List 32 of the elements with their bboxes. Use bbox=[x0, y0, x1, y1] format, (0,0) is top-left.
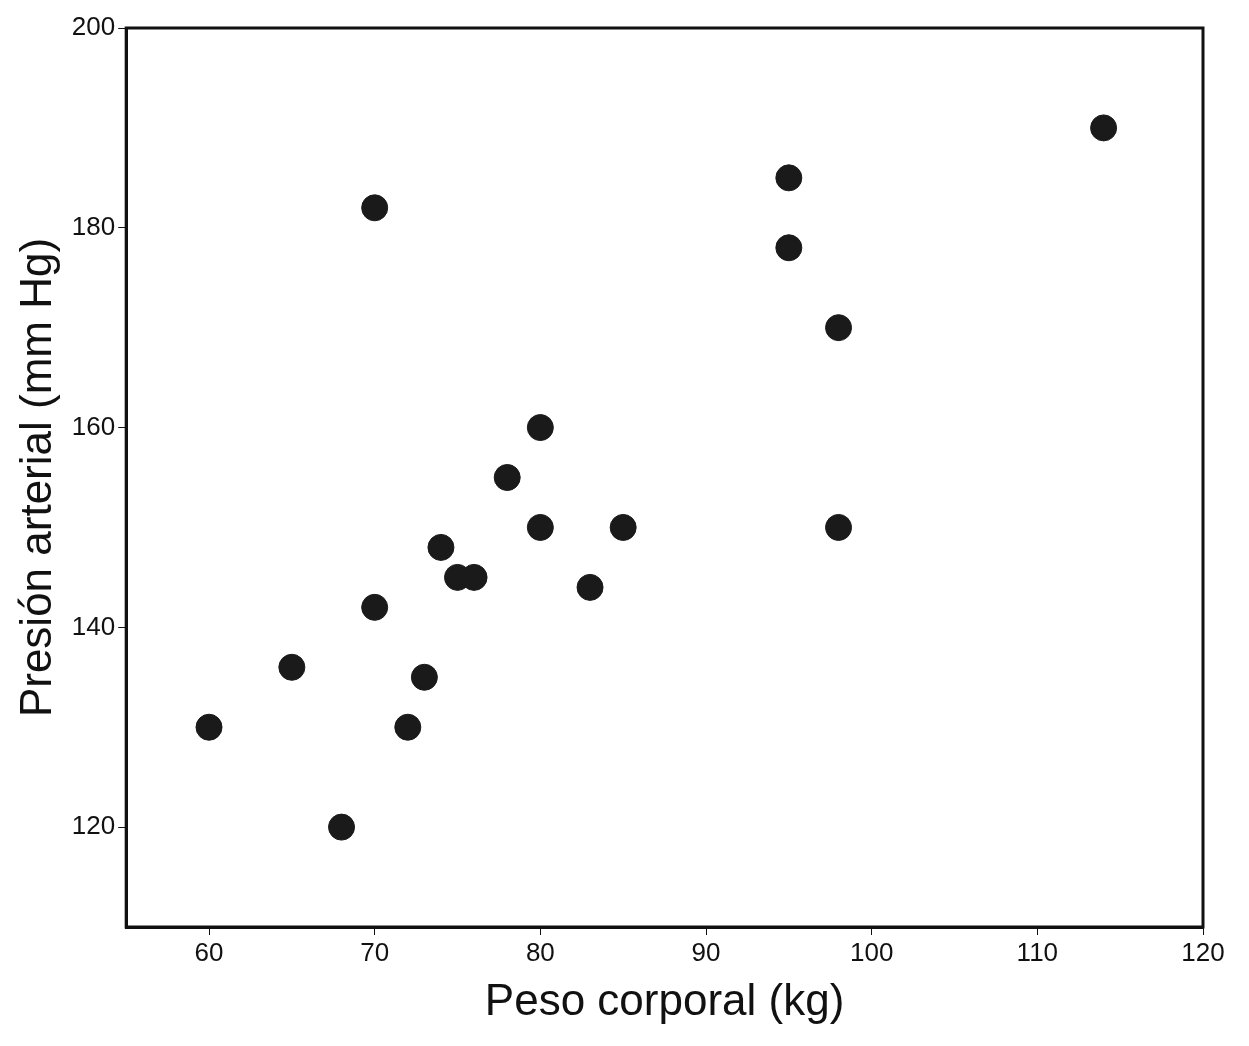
point bbox=[328, 813, 356, 841]
point bbox=[361, 593, 389, 621]
x-tick-label: 120 bbox=[1181, 936, 1225, 967]
point bbox=[493, 464, 521, 491]
point bbox=[576, 573, 604, 601]
point bbox=[609, 513, 637, 541]
x-tick-label: 100 bbox=[849, 936, 894, 967]
x-axis-title: Peso corporal (kg) bbox=[484, 974, 845, 1024]
y-tick-label: 160 bbox=[71, 410, 116, 441]
point bbox=[775, 164, 803, 192]
y-tick-label: 180 bbox=[71, 210, 116, 241]
point bbox=[825, 513, 853, 541]
y-tick-label: 200 bbox=[71, 11, 116, 42]
point bbox=[394, 713, 422, 741]
point bbox=[526, 414, 554, 442]
x-tick-label: 80 bbox=[525, 936, 555, 967]
point bbox=[410, 663, 438, 691]
point bbox=[825, 314, 853, 342]
x-tick-label: 60 bbox=[194, 936, 224, 967]
point bbox=[427, 533, 455, 561]
point bbox=[361, 194, 389, 222]
x-tick-label: 110 bbox=[1016, 936, 1059, 967]
x-tick-label: 70 bbox=[360, 936, 390, 967]
point bbox=[278, 653, 306, 681]
point bbox=[1090, 114, 1118, 142]
point bbox=[775, 234, 803, 262]
y-tick-label: 120 bbox=[71, 810, 116, 841]
y-tick-label: 140 bbox=[71, 610, 116, 641]
x-tick-label: 90 bbox=[691, 936, 721, 967]
point bbox=[526, 513, 554, 541]
point bbox=[195, 713, 223, 741]
y-axis-title: Presión arterial (mm Hg) bbox=[10, 237, 60, 718]
